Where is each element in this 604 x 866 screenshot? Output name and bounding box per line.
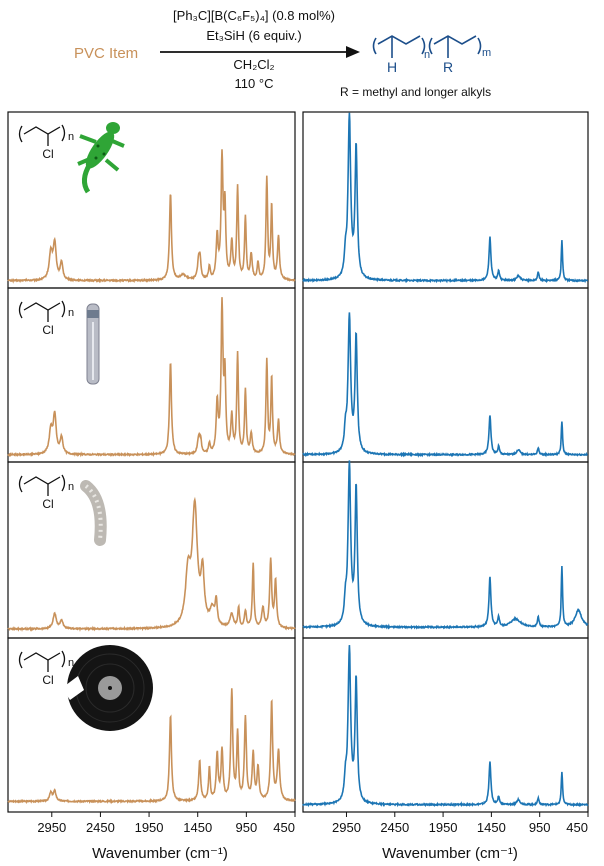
spectrum-line-pvc-tube [7, 297, 296, 458]
tube-image [86, 303, 100, 385]
spectra-layer [7, 112, 589, 808]
spectrum-line-pvc-lizard [7, 149, 296, 284]
spectrum-line-pvc-record [7, 688, 296, 805]
product-h-label: H [387, 59, 397, 75]
pvc-structures: n Cl n Cl n Cl n Cl [18, 124, 74, 687]
product-structure [372, 35, 482, 58]
spectrum-line-product-lizard [302, 112, 588, 284]
x-tick-label-left-5: 450 [273, 820, 295, 835]
pvc-cl-label: Cl [42, 147, 53, 161]
silane-label: Et₃SiH (6 equiv.) [206, 28, 301, 43]
r-group-note: R = methyl and longer alkyls [340, 85, 491, 99]
pvc-n-subscript: n [68, 481, 74, 493]
pvc-structure-row-0: n Cl [18, 124, 74, 161]
frame-product-lizard [302, 111, 589, 289]
pvc-structure-row-3: n Cl [18, 650, 74, 687]
x-tick-label-left-0: 2950 [37, 820, 66, 835]
pvc-cl-label: Cl [42, 673, 53, 687]
flexible-hose-image [80, 480, 107, 546]
pvc-n-subscript: n [68, 657, 74, 669]
frame-pvc-record [7, 637, 296, 813]
pvc-cl-label: Cl [42, 497, 53, 511]
x-tick-label-right-3: 1450 [477, 820, 506, 835]
x-axis-title-right: Wavenumber (cm⁻¹) [382, 845, 518, 862]
pvc-structure-row-2: n Cl [18, 474, 74, 511]
frame-product-tube [302, 287, 589, 463]
pvc-n-subscript: n [68, 131, 74, 143]
product-r-label: R [443, 59, 453, 75]
spectrum-line-product-hose [302, 460, 589, 630]
spectrum-line-pvc-hose [7, 496, 296, 632]
catalyst-label: [Ph₃C][B(C₆F₅)₄] (0.8 mol%) [173, 8, 335, 23]
spectrum-line-product-tube [302, 312, 588, 458]
x-tick-label-left-3: 1450 [183, 820, 212, 835]
solvent-label: CH₂Cl₂ [233, 57, 274, 72]
product-n-subscript: n [424, 49, 430, 61]
lizard-toy-image [77, 122, 125, 194]
x-axes: 2950 2450 1950 1450 950 450 2950 2450 1950 1450 95… [37, 812, 589, 835]
x-tick-label-left-1: 2450 [86, 820, 115, 835]
x-tick-label-left-4: 950 [236, 820, 258, 835]
x-tick-label-right-1: 2450 [380, 820, 409, 835]
reaction-scheme: PVC Item [Ph₃C][B(C₆F₅)₄] (0.8 mol%) Et₃… [74, 8, 491, 99]
frame-product-record [302, 637, 589, 813]
temperature-label: 110 °C [235, 76, 274, 91]
panel-frames [7, 111, 589, 813]
reactant-label: PVC Item [74, 45, 138, 62]
x-tick-label-right-0: 2950 [332, 820, 361, 835]
x-tick-label-right-5: 450 [566, 820, 588, 835]
x-tick-label-right-4: 950 [529, 820, 551, 835]
x-tick-label-right-2: 1950 [429, 820, 458, 835]
spectrum-line-product-record [302, 645, 589, 808]
pvc-cl-label: Cl [42, 323, 53, 337]
pvc-structure-row-1: n Cl [18, 300, 74, 337]
frame-product-hose [302, 461, 589, 639]
x-tick-label-left-2: 1950 [135, 820, 164, 835]
product-m-subscript: m [482, 47, 491, 59]
pvc-n-subscript: n [68, 307, 74, 319]
vinyl-record-image [62, 645, 153, 731]
reaction-arrow-head [346, 46, 360, 58]
x-axis-title-left: Wavenumber (cm⁻¹) [92, 845, 228, 862]
